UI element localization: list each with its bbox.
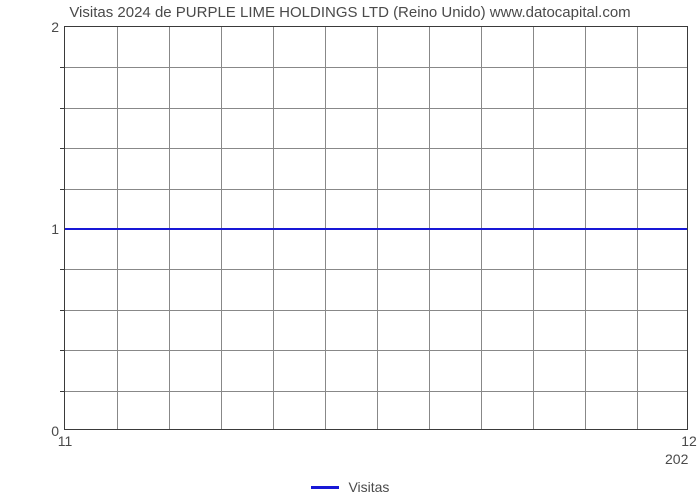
x-tick-label: 11 [58, 433, 73, 449]
plot-area: 0121112202 [64, 26, 688, 430]
chart-title: Visitas 2024 de PURPLE LIME HOLDINGS LTD… [0, 4, 700, 21]
legend-swatch [311, 486, 339, 489]
y-minor-tick [60, 67, 65, 68]
y-minor-tick [60, 310, 65, 311]
gridline-horizontal [65, 189, 687, 190]
gridline-horizontal [65, 310, 687, 311]
gridline-horizontal [65, 67, 687, 68]
legend: Visitas [0, 478, 700, 495]
y-minor-tick [60, 189, 65, 190]
gridline-horizontal [65, 350, 687, 351]
gridline-horizontal [65, 269, 687, 270]
chart-container: Visitas 2024 de PURPLE LIME HOLDINGS LTD… [0, 0, 700, 500]
legend-label: Visitas [348, 479, 389, 495]
y-minor-tick [60, 108, 65, 109]
y-minor-tick [60, 269, 65, 270]
gridline-horizontal [65, 108, 687, 109]
y-minor-tick [60, 148, 65, 149]
x-right-sublabel: 202 [665, 451, 688, 467]
y-minor-tick [60, 391, 65, 392]
y-minor-tick [60, 350, 65, 351]
series-line [65, 228, 687, 230]
x-tick-label: 12 [681, 433, 697, 449]
gridline-horizontal [65, 148, 687, 149]
y-tick-label: 2 [51, 19, 59, 35]
y-tick-label: 1 [51, 221, 59, 237]
gridline-horizontal [65, 391, 687, 392]
